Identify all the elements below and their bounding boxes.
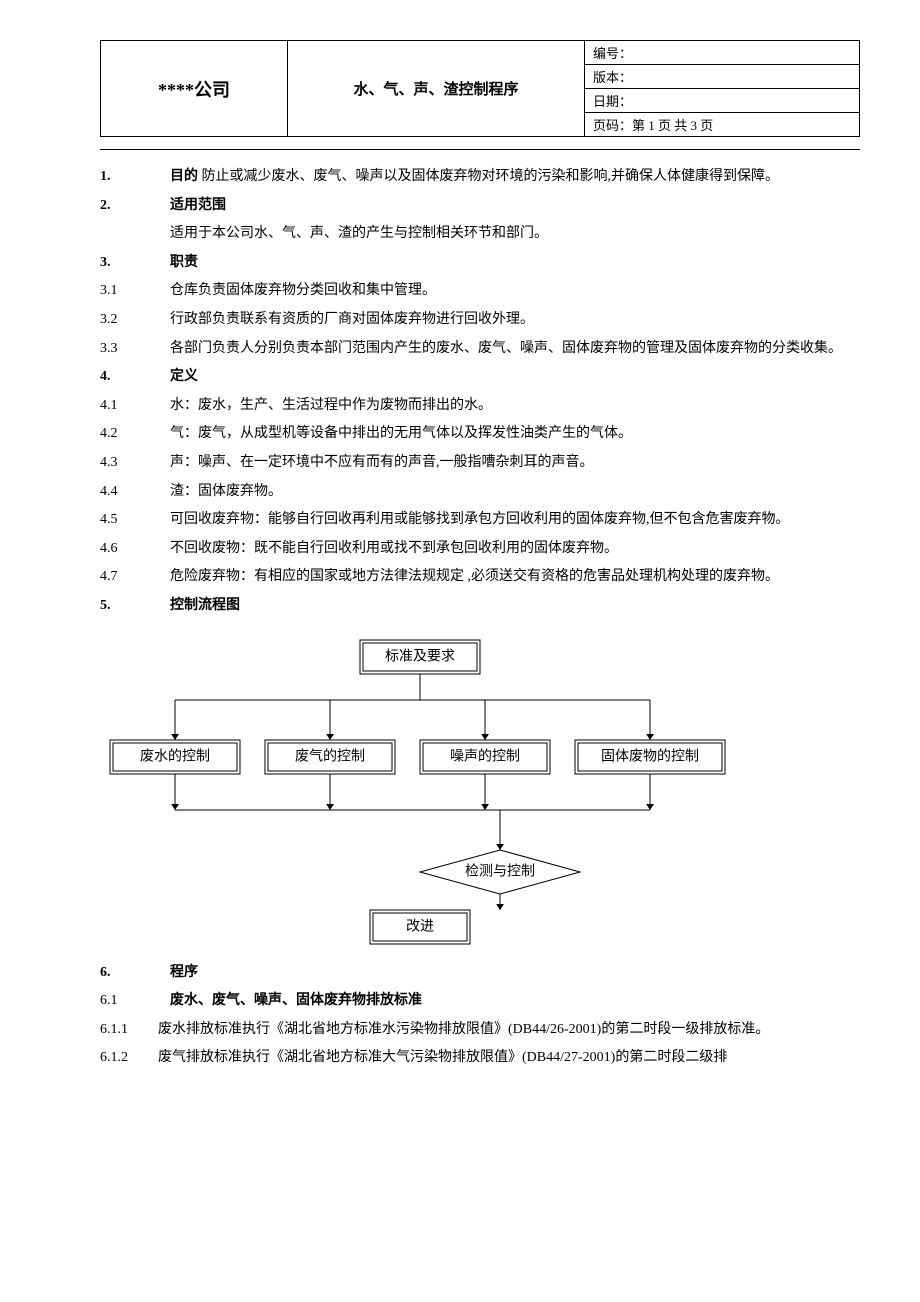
- section-title: 废水、废气、噪声、固体废弃物排放标准: [170, 988, 860, 1015]
- section-2-text: 适用于本公司水、气、声、渣的产生与控制相关环节和部门。: [100, 221, 860, 248]
- section-number: 4.3: [100, 450, 170, 477]
- meta-page: 页码：第 1 页 共 3 页: [585, 113, 860, 137]
- section-number: 4.7: [100, 564, 170, 591]
- section-4-4: 4.4 渣：固体废弃物。: [100, 479, 860, 506]
- section-number: 6.: [100, 960, 170, 987]
- section-4: 4. 定义: [100, 364, 860, 391]
- section-4-7: 4.7 危险废弃物：有相应的国家或地方法律法规规定 ,必须送交有资格的危害品处理…: [100, 564, 860, 591]
- section-4-6: 4.6 不回收废物：既不能自行回收利用或找不到承包回收利用的固体废弃物。: [100, 536, 860, 563]
- flowchart-svg: 标准及要求废水的控制 废气的控制 噪声的控制 固体废物的控制检测与控制改进: [100, 630, 740, 950]
- svg-text:废气的控制: 废气的控制: [295, 748, 365, 764]
- section-number: 6.1.2: [100, 1045, 158, 1072]
- svg-text:标准及要求: 标准及要求: [385, 648, 455, 664]
- section-number: 6.1.1: [100, 1017, 158, 1044]
- section-number: 3.2: [100, 307, 170, 334]
- section-3-3: 3.3 各部门负责人分别负责本部门范围内产生的废水、废气、噪声、固体废弃物的管理…: [100, 336, 860, 363]
- section-text: 废水排放标准执行《湖北省地方标准水污染物排放限值》(DB44/26-2001)的…: [158, 1017, 860, 1044]
- section-text: 适用于本公司水、气、声、渣的产生与控制相关环节和部门。: [170, 221, 860, 248]
- section-number: 3.3: [100, 336, 170, 363]
- section-number: 4.: [100, 364, 170, 391]
- section-6: 6. 程序: [100, 960, 860, 987]
- section-text: 声：噪声、在一定环境中不应有而有的声音,一般指嘈杂刺耳的声音。: [170, 450, 860, 477]
- svg-text:固体废物的控制: 固体废物的控制: [601, 748, 699, 764]
- section-title: 定义: [170, 364, 860, 391]
- section-2: 2. 适用范围: [100, 193, 860, 220]
- section-3: 3. 职责: [100, 250, 860, 277]
- svg-text:废水的控制: 废水的控制: [140, 748, 210, 764]
- svg-text:噪声的控制: 噪声的控制: [450, 748, 520, 764]
- company-name: ****公司: [101, 41, 288, 137]
- svg-text:改进: 改进: [406, 918, 434, 934]
- section-text: 各部门负责人分别负责本部门范围内产生的废水、废气、噪声、固体废弃物的管理及固体废…: [170, 336, 860, 363]
- section-number: 3.1: [100, 278, 170, 305]
- section-title: 程序: [170, 960, 860, 987]
- section-text: 气：废气，从成型机等设备中排出的无用气体以及挥发性油类产生的气体。: [170, 421, 860, 448]
- meta-date: 日期：: [585, 89, 860, 113]
- section-4-1: 4.1 水：废水，生产、生活过程中作为废物而排出的水。: [100, 393, 860, 420]
- meta-number: 编号：: [585, 41, 860, 65]
- section-6-1-2: 6.1.2 废气排放标准执行《湖北省地方标准大气污染物排放限值》(DB44/27…: [100, 1045, 860, 1072]
- section-3-1: 3.1 仓库负责固体废弃物分类回收和集中管理。: [100, 278, 860, 305]
- section-number: 3.: [100, 250, 170, 277]
- section-number: 6.1: [100, 988, 170, 1015]
- section-text: 目的 防止或减少废水、废气、噪声以及固体废弃物对环境的污染和影响,并确保人体健康…: [170, 164, 860, 191]
- svg-text:检测与控制: 检测与控制: [465, 863, 535, 879]
- section-number: 4.6: [100, 536, 170, 563]
- section-number: 2.: [100, 193, 170, 220]
- section-text: 行政部负责联系有资质的厂商对固体废弃物进行回收外理。: [170, 307, 860, 334]
- section-number: 1.: [100, 164, 170, 191]
- section-4-5: 4.5 可回收废弃物：能够自行回收再利用或能够找到承包方回收利用的固体废弃物,但…: [100, 507, 860, 534]
- document-body: 1. 目的 防止或减少废水、废气、噪声以及固体废弃物对环境的污染和影响,并确保人…: [100, 164, 860, 1072]
- section-number: 4.2: [100, 421, 170, 448]
- section-3-2: 3.2 行政部负责联系有资质的厂商对固体废弃物进行回收外理。: [100, 307, 860, 334]
- section-text: 不回收废物：既不能自行回收利用或找不到承包回收利用的固体废弃物。: [170, 536, 860, 563]
- section-text: 仓库负责固体废弃物分类回收和集中管理。: [170, 278, 860, 305]
- section-4-2: 4.2 气：废气，从成型机等设备中排出的无用气体以及挥发性油类产生的气体。: [100, 421, 860, 448]
- section-text: 废气排放标准执行《湖北省地方标准大气污染物排放限值》(DB44/27-2001)…: [158, 1045, 860, 1072]
- section-number: 4.5: [100, 507, 170, 534]
- section-number: 4.1: [100, 393, 170, 420]
- section-5: 5. 控制流程图: [100, 593, 860, 620]
- section-text: 水：废水，生产、生活过程中作为废物而排出的水。: [170, 393, 860, 420]
- control-flowchart: 标准及要求废水的控制 废气的控制 噪声的控制 固体废物的控制检测与控制改进: [100, 630, 860, 950]
- section-1: 1. 目的 防止或减少废水、废气、噪声以及固体废弃物对环境的污染和影响,并确保人…: [100, 164, 860, 191]
- section-number: 4.4: [100, 479, 170, 506]
- section-title: 控制流程图: [170, 593, 860, 620]
- section-title: 职责: [170, 250, 860, 277]
- document-header: ****公司 水、气、声、渣控制程序 编号： 版本： 日期： 页码：第 1 页 …: [100, 40, 860, 137]
- section-title: 适用范围: [170, 193, 860, 220]
- section-text: 渣：固体废弃物。: [170, 479, 860, 506]
- header-divider: [100, 149, 860, 150]
- section-text: 可回收废弃物：能够自行回收再利用或能够找到承包方回收利用的固体废弃物,但不包含危…: [170, 507, 860, 534]
- section-6-1-1: 6.1.1 废水排放标准执行《湖北省地方标准水污染物排放限值》(DB44/26-…: [100, 1017, 860, 1044]
- section-4-3: 4.3 声：噪声、在一定环境中不应有而有的声音,一般指嘈杂刺耳的声音。: [100, 450, 860, 477]
- meta-version: 版本：: [585, 65, 860, 89]
- section-number: 5.: [100, 593, 170, 620]
- document-title: 水、气、声、渣控制程序: [288, 41, 585, 137]
- section-6-1: 6.1 废水、废气、噪声、固体废弃物排放标准: [100, 988, 860, 1015]
- section-text: 危险废弃物：有相应的国家或地方法律法规规定 ,必须送交有资格的危害品处理机构处理…: [170, 564, 860, 591]
